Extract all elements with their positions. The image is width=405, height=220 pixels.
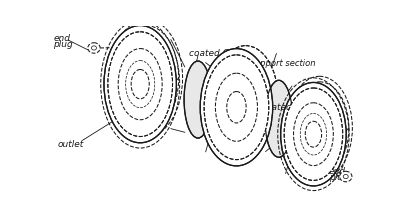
- Ellipse shape: [281, 82, 346, 186]
- Ellipse shape: [108, 32, 173, 136]
- Ellipse shape: [265, 80, 293, 157]
- Text: inlet: inlet: [320, 110, 339, 119]
- Ellipse shape: [284, 88, 343, 180]
- Text: center support section: center support section: [221, 59, 315, 68]
- Text: end: end: [53, 34, 70, 43]
- Text: plug: plug: [53, 40, 73, 49]
- Text: end: end: [329, 167, 346, 176]
- Ellipse shape: [204, 55, 269, 160]
- Text: outlet: outlet: [58, 140, 84, 149]
- Text: coated GFF: coated GFF: [189, 50, 240, 59]
- Ellipse shape: [88, 43, 100, 53]
- Ellipse shape: [184, 61, 212, 138]
- Ellipse shape: [104, 26, 177, 143]
- Text: plug: plug: [329, 173, 349, 182]
- Ellipse shape: [340, 171, 352, 182]
- Ellipse shape: [213, 46, 278, 150]
- Text: coated GFF: coated GFF: [261, 103, 312, 112]
- Ellipse shape: [200, 49, 273, 166]
